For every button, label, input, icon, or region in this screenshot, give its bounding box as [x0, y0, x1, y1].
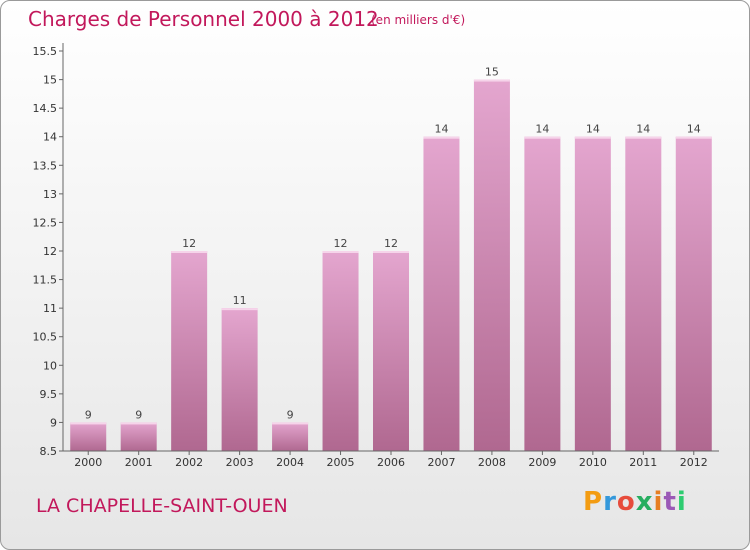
bar-top-highlight	[272, 422, 309, 425]
y-tick-label: 13.5	[33, 159, 58, 172]
y-tick-label: 10.5	[33, 331, 58, 344]
bar-top-highlight	[322, 251, 359, 253]
y-tick-label: 9.5	[40, 388, 58, 401]
x-tick-label: 2008	[478, 456, 506, 469]
bar-value-label: 14	[434, 123, 448, 136]
chart-title: Charges de Personnel 2000 à 2012	[28, 7, 379, 31]
bar-top-highlight	[70, 422, 107, 425]
logo-letter: t	[663, 487, 677, 517]
bar-value-label: 9	[287, 408, 294, 421]
bar-value-label: 11	[233, 294, 247, 307]
logo-letter: i	[653, 487, 664, 517]
y-tick-label: 15	[43, 74, 57, 87]
x-tick-label: 2003	[226, 456, 254, 469]
x-tick-label: 2011	[629, 456, 657, 469]
y-tick-label: 13	[43, 188, 57, 201]
y-axis: 8.5 9 9.5 10 10.5 11 11.5 12 12.5 13 13.5 14 14.5 15 1…	[33, 43, 64, 458]
y-tick-label: 12	[43, 245, 57, 258]
x-tick-label: 2000	[74, 456, 102, 469]
y-tick-label: 11	[43, 302, 57, 315]
bar-2011[interactable]	[625, 136, 662, 451]
bars: 9 9 12 11 9 12 12 14 15 14 14 14 14	[70, 66, 712, 452]
x-axis: 2000 2001 2002 2003 2004 2005 2006 2007 2008 2009…	[63, 450, 719, 469]
bar-value-label: 14	[687, 123, 701, 136]
x-tick-label: 2005	[327, 456, 355, 469]
bar-top-highlight	[675, 136, 712, 139]
bar-value-label: 14	[636, 123, 650, 136]
y-tick-label: 14.5	[33, 102, 58, 115]
bar-value-label: 12	[182, 237, 196, 250]
logo-letter: x	[635, 487, 654, 517]
y-tick-label: 12.5	[33, 216, 58, 229]
proxiti-logo[interactable]: Proxiti	[583, 487, 687, 517]
x-tick-label: 2001	[125, 456, 153, 469]
bar-top-highlight	[221, 308, 258, 311]
bar-top-highlight	[574, 136, 611, 139]
bar-top-highlight	[120, 422, 157, 425]
bar-value-label: 14	[535, 123, 549, 136]
bar-value-label: 9	[135, 408, 142, 421]
bar-2010[interactable]	[574, 136, 611, 451]
bar-2009[interactable]	[524, 136, 561, 451]
x-tick-label: 2002	[175, 456, 203, 469]
x-tick-label: 2010	[579, 456, 607, 469]
bar-top-highlight	[524, 136, 561, 139]
commune-name: LA CHAPELLE-SAINT-OUEN	[36, 495, 288, 517]
bar-top-highlight	[625, 136, 662, 139]
bar-2003[interactable]	[221, 308, 258, 451]
chart-unit: (en milliers d'€)	[371, 13, 466, 27]
bar-2001[interactable]	[120, 422, 157, 451]
logo-letter: i	[676, 487, 687, 517]
bar-value-label: 12	[384, 237, 398, 250]
logo-letter: r	[603, 487, 617, 517]
bar-2008[interactable]	[473, 79, 510, 452]
bar-top-highlight	[373, 251, 409, 253]
y-tick-label: 9	[50, 416, 57, 429]
bar-top-highlight	[171, 251, 208, 253]
x-tick-label: 2007	[427, 456, 455, 469]
bar-2006[interactable]	[373, 251, 409, 451]
bar-top-highlight	[473, 79, 510, 82]
x-tick-label: 2009	[528, 456, 556, 469]
x-tick-label: 2012	[680, 456, 708, 469]
x-tick-label: 2006	[377, 456, 405, 469]
bar-2005[interactable]	[322, 251, 359, 451]
bar-top-highlight	[423, 136, 460, 139]
bar-2012[interactable]	[675, 136, 712, 451]
y-tick-label: 14	[43, 131, 57, 144]
bar-value-label: 15	[485, 66, 499, 79]
y-tick-label: 8.5	[40, 445, 58, 458]
x-tick-label: 2004	[276, 456, 304, 469]
y-tick-label: 10	[43, 359, 57, 372]
bar-2004[interactable]	[272, 422, 309, 451]
logo-letter: o	[616, 487, 636, 517]
bar-2007[interactable]	[423, 136, 460, 451]
y-tick-label: 11.5	[33, 274, 58, 287]
bar-value-label: 9	[85, 408, 92, 421]
bar-2000[interactable]	[70, 422, 107, 451]
bar-2002[interactable]	[171, 251, 208, 451]
logo-letter: P	[583, 487, 604, 517]
y-tick-label: 15.5	[33, 45, 58, 58]
bar-value-label: 14	[586, 123, 600, 136]
bar-value-label: 12	[334, 237, 348, 250]
